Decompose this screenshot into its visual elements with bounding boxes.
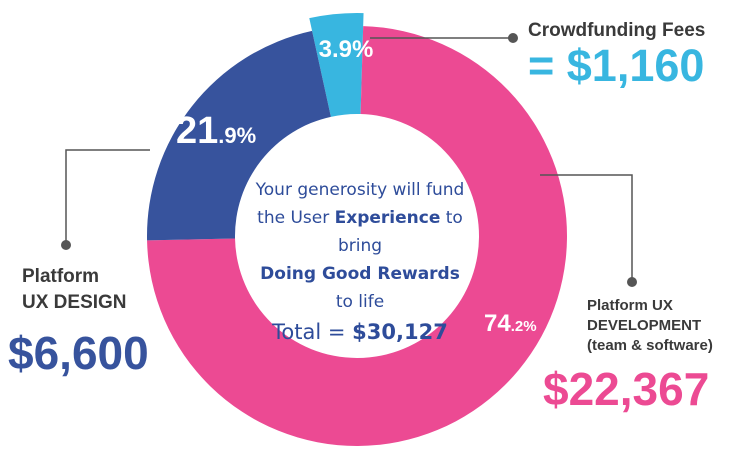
development-title-line-1: Platform UX bbox=[587, 297, 673, 314]
slice-development bbox=[147, 26, 567, 447]
center-line-3: Doing Good Rewards bbox=[260, 264, 460, 284]
design-amount: $6,600 bbox=[8, 327, 149, 379]
fees-connector-dot bbox=[508, 33, 518, 43]
fees-title: Crowdfunding Fees bbox=[528, 20, 706, 41]
label-connectors bbox=[61, 33, 637, 287]
slice-design bbox=[147, 30, 331, 241]
center-message: Your generosity will fund the User Exper… bbox=[235, 176, 485, 348]
design-percent-label: 21.9% bbox=[176, 110, 256, 152]
center-line-4: to life bbox=[335, 292, 385, 312]
design-connector-dot bbox=[61, 240, 71, 250]
fees-amount: = $1,160 bbox=[528, 40, 705, 91]
design-title-line-2: UX DESIGN bbox=[22, 292, 127, 313]
development-amount: $22,367 bbox=[543, 363, 710, 415]
donut-slices bbox=[147, 13, 567, 447]
center-total: Total = $30,127 bbox=[272, 320, 448, 344]
development-title-line-3: (team & software) bbox=[587, 337, 713, 354]
development-percent-label: 74.2% bbox=[484, 310, 537, 337]
slice-fees bbox=[309, 13, 364, 117]
center-line-1: Your generosity will fund bbox=[255, 180, 465, 200]
development-connector-line bbox=[540, 174, 633, 282]
design-connector-line bbox=[65, 149, 150, 245]
design-title-line-1: Platform bbox=[22, 266, 100, 287]
development-connector-dot bbox=[627, 277, 637, 287]
development-title-line-2: DEVELOPMENT bbox=[587, 317, 702, 334]
fees-percent-label: 3.9% bbox=[319, 36, 374, 63]
center-line-2: the User Experience to bring bbox=[257, 208, 463, 256]
